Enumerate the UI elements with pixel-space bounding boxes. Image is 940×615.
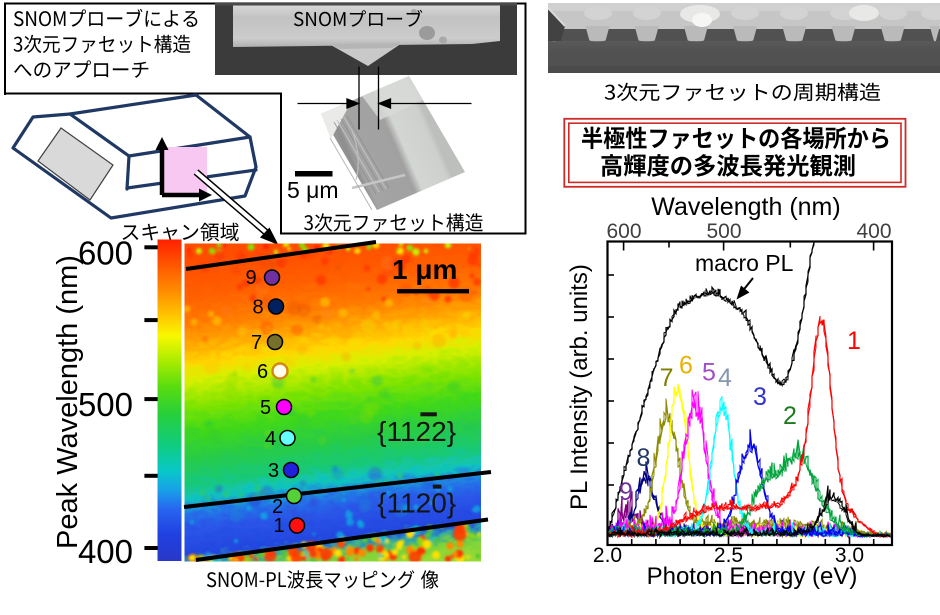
svg-text:Peak Wavelength (nm): Peak Wavelength (nm)	[52, 255, 84, 549]
svg-text:2: 2	[272, 496, 283, 518]
svg-text:8: 8	[637, 444, 651, 472]
svg-text:9: 9	[619, 478, 633, 506]
svg-text:6: 6	[257, 361, 268, 383]
svg-text:5: 5	[702, 359, 716, 387]
svg-text:500: 500	[706, 220, 741, 243]
svg-text:1: 1	[273, 515, 284, 537]
svg-text:8: 8	[252, 297, 263, 319]
svg-text:5 μm: 5 μm	[287, 177, 339, 203]
svg-text:7: 7	[251, 332, 262, 354]
svg-text:2.0: 2.0	[593, 544, 622, 567]
svg-text:400: 400	[856, 220, 891, 243]
svg-text:1: 1	[847, 327, 861, 355]
svg-text:Wavelength (nm): Wavelength (nm)	[651, 193, 840, 221]
svg-text:3.0: 3.0	[835, 544, 864, 567]
svg-text:600: 600	[606, 220, 641, 243]
svg-text:500: 500	[78, 386, 133, 423]
svg-text:7: 7	[660, 364, 674, 392]
svg-text:3: 3	[753, 383, 767, 411]
svg-text:2.5: 2.5	[714, 544, 743, 567]
svg-text:4: 4	[718, 364, 732, 392]
svg-text:Photon Energy (eV): Photon Energy (eV)	[647, 563, 858, 590]
svg-text:4: 4	[265, 428, 276, 450]
svg-text:5: 5	[260, 397, 271, 419]
svg-text:{1120}: {1120}	[377, 488, 456, 519]
svg-text:PL Intensity (arb. units): PL Intensity (arb. units)	[566, 264, 593, 510]
svg-text:6: 6	[679, 352, 693, 380]
svg-text:2: 2	[783, 402, 797, 430]
svg-text:{1122}: {1122}	[377, 416, 456, 447]
svg-text:macro PL: macro PL	[695, 250, 794, 276]
svg-text:3: 3	[268, 460, 279, 482]
svg-text:9: 9	[245, 267, 256, 289]
svg-text:1 μm: 1 μm	[392, 254, 457, 285]
svg-text:400: 400	[78, 533, 133, 570]
svg-text:600: 600	[78, 235, 133, 272]
